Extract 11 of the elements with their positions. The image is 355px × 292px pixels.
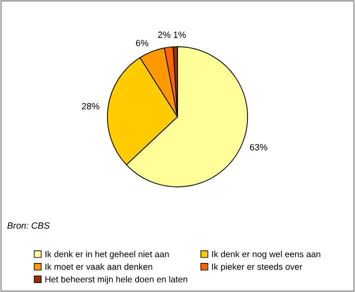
data-label: 63% — [250, 144, 268, 150]
text: Bron: CBS — [7, 222, 50, 229]
data-label: 1% — [174, 32, 186, 38]
legend-label: Ik moet er vaak aan denken — [46, 263, 152, 270]
legend-label: Ik denk er nog wel eens aan — [212, 250, 320, 259]
data-label: 6% — [136, 40, 148, 46]
data-label: 28% — [82, 102, 100, 110]
legend-label: Ik pieker er steeds over — [212, 263, 302, 272]
legend-label: Ik denk er in het geheel niet aan — [46, 250, 169, 259]
legend-label: Het beheerst mijn hele doen en laten — [45, 276, 188, 284]
data-label: 2% — [158, 32, 170, 38]
